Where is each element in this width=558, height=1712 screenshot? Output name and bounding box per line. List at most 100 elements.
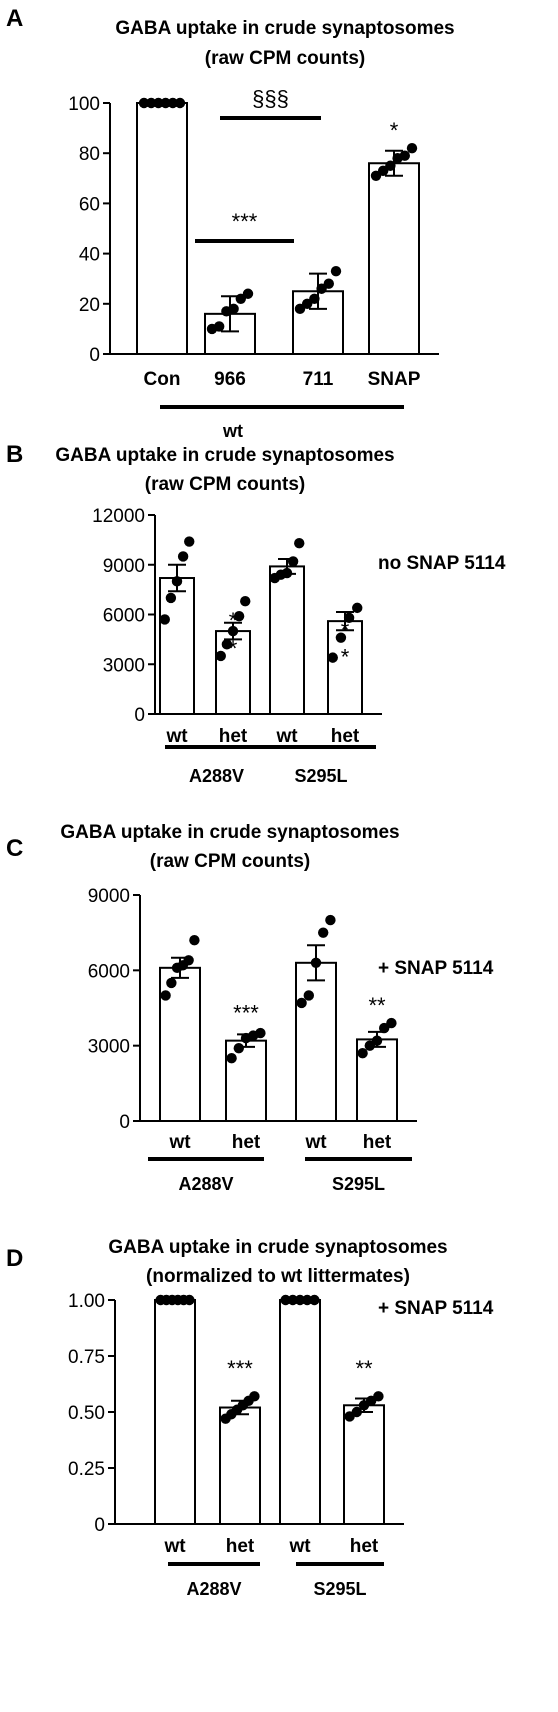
data-point [160, 990, 171, 1001]
data-point [183, 955, 194, 966]
data-point [327, 652, 338, 663]
y-tick-label: 80 [79, 144, 100, 165]
data-point [302, 1294, 313, 1306]
y-tick-label: 9000 [103, 556, 145, 577]
y-tick-label: 1.00 [68, 1291, 105, 1312]
data-point [352, 602, 363, 614]
category-label: 966 [214, 369, 246, 390]
significance-marker: *** [232, 209, 258, 234]
y-tick-label: 6000 [103, 606, 145, 627]
data-point [255, 1027, 266, 1039]
panel-a: A GABA uptake in crude synaptosomes (raw… [6, 5, 455, 441]
bar-2 [215, 630, 251, 715]
y-tick-label: 3000 [103, 655, 145, 676]
data-point [330, 265, 342, 277]
group-label: S295L [294, 766, 347, 786]
data-point [146, 97, 157, 109]
panel-a-title: GABA uptake in crude synaptosomes [115, 18, 454, 39]
y-tick-label: 0 [134, 705, 145, 726]
bar-3 [295, 961, 337, 1122]
y-tick-label: 0.75 [68, 1347, 105, 1368]
data-point [153, 97, 164, 109]
bar-1 [159, 577, 195, 715]
panel-d-subtitle: (normalized to wt littermates) [146, 1266, 410, 1287]
data-point [309, 1294, 320, 1306]
category-label: het [232, 1132, 261, 1153]
bar-2 [225, 1039, 267, 1122]
panel-c: C GABA uptake in crude synaptosomes (raw… [6, 822, 494, 1194]
panel-c-subtitle: (raw CPM counts) [150, 851, 310, 872]
group-label: A288V [178, 1174, 233, 1194]
y-tick-label: 0.25 [68, 1459, 105, 1480]
bar-2 [219, 1406, 261, 1526]
data-point [189, 935, 200, 946]
panel-d: D GABA uptake in crude synaptosomes (nor… [6, 1237, 494, 1599]
data-point [138, 97, 150, 109]
significance-marker: * [341, 618, 350, 643]
data-point [214, 321, 225, 332]
significance-marker: * [229, 608, 238, 633]
data-point [233, 610, 245, 622]
significance-marker: ** [368, 993, 386, 1018]
data-point [249, 1391, 260, 1402]
category-label: het [226, 1536, 255, 1557]
data-point [309, 293, 320, 304]
data-point [287, 556, 299, 567]
data-point [287, 1294, 298, 1306]
data-point [280, 1294, 291, 1306]
data-point [310, 957, 322, 968]
data-point [357, 1048, 368, 1059]
panel-b-subtitle: (raw CPM counts) [145, 474, 305, 495]
bar-3 [269, 565, 305, 715]
data-point [240, 596, 251, 607]
category-label: het [363, 1132, 392, 1153]
data-point [323, 278, 334, 289]
group-label: wt [222, 421, 243, 441]
group-label: A288V [186, 1579, 241, 1599]
data-point [303, 990, 314, 1001]
bar-1 [154, 1299, 196, 1525]
panel-b: B GABA uptake in crude synaptosomes (raw… [6, 441, 506, 786]
data-point [351, 1406, 362, 1418]
y-tick-label: 0.50 [68, 1403, 105, 1424]
bar-1 [136, 102, 188, 355]
y-tick-label: 0 [119, 1112, 130, 1133]
category-label: wt [304, 1132, 327, 1153]
data-point [184, 536, 195, 547]
data-point [343, 612, 355, 624]
data-point [281, 567, 293, 579]
group-label: S295L [332, 1174, 385, 1194]
data-point [325, 914, 336, 926]
category-label: wt [275, 726, 298, 747]
category-label: het [331, 726, 360, 747]
significance-marker: *** [233, 1001, 259, 1026]
data-point [335, 632, 347, 643]
category-label: wt [163, 1536, 186, 1557]
data-point [215, 650, 226, 662]
y-tick-label: 100 [68, 94, 100, 115]
y-tick-label: 3000 [88, 1037, 130, 1058]
panel-label-b: B [6, 441, 23, 468]
panel-a-subtitle: (raw CPM counts) [205, 48, 365, 69]
data-point [242, 288, 254, 299]
bar-4 [343, 1404, 385, 1526]
data-point [159, 614, 170, 625]
category-label: het [219, 726, 248, 747]
data-point [406, 142, 418, 154]
category-label: Con [144, 369, 181, 390]
data-point [294, 1294, 306, 1306]
data-point [177, 551, 189, 562]
panel-a-plot: 0 20 40 60 80 100 Con 966 711 SNAP wt *** §§§ * [68, 86, 439, 441]
category-label: het [350, 1536, 379, 1557]
data-point [184, 1294, 195, 1306]
data-point [294, 537, 305, 549]
significance-marker: ** [355, 1356, 373, 1381]
bar-3 [279, 1299, 321, 1525]
group-label: A288V [189, 766, 244, 786]
significance-marker: * [390, 118, 399, 143]
category-label: wt [168, 1132, 191, 1153]
data-point [165, 592, 177, 604]
data-point [385, 160, 396, 171]
